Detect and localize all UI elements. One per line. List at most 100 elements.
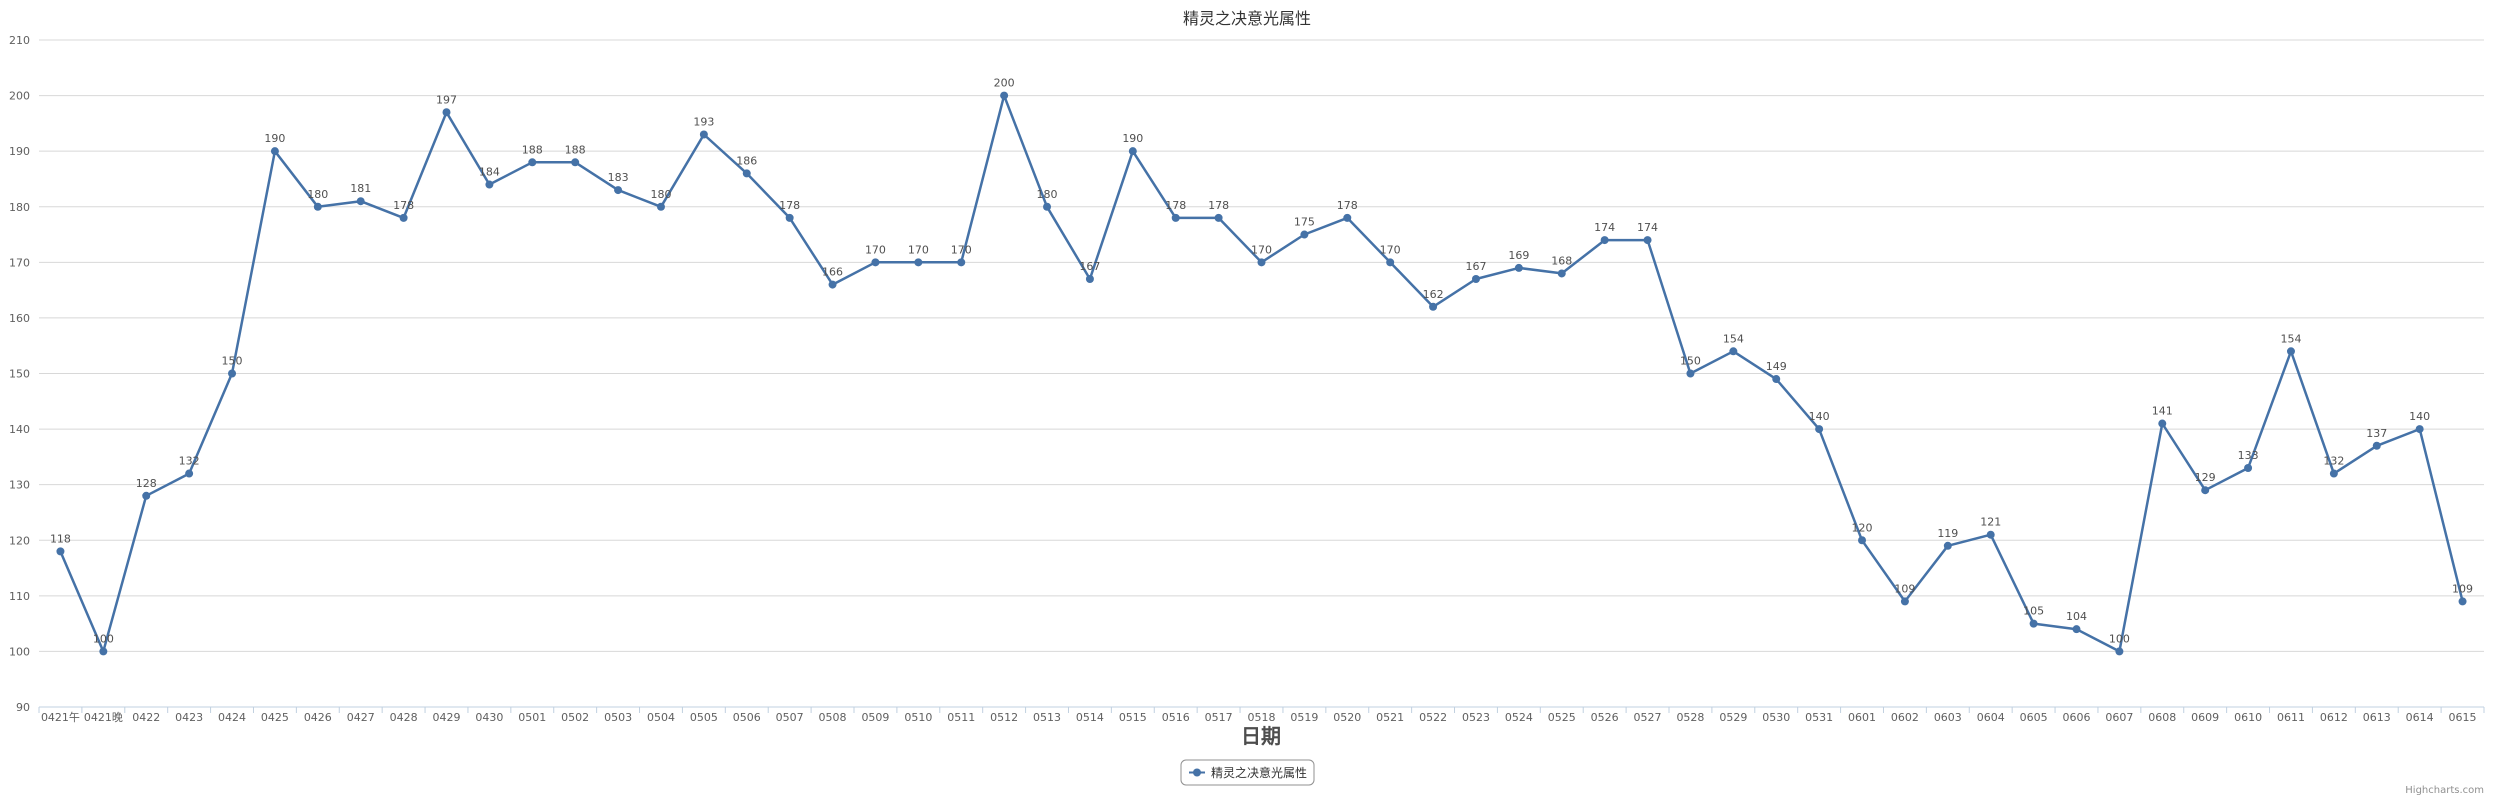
data-point[interactable] <box>871 258 880 267</box>
data-point[interactable] <box>2458 597 2467 606</box>
x-tick-label: 0421午 <box>41 711 80 724</box>
data-point[interactable] <box>228 369 237 378</box>
data-point[interactable] <box>2415 425 2424 434</box>
data-point[interactable] <box>699 130 708 139</box>
data-point[interactable] <box>1557 269 1566 278</box>
x-tick-label: 0602 <box>1891 711 1919 724</box>
data-label: 188 <box>522 143 543 156</box>
data-point[interactable] <box>1471 275 1480 284</box>
x-tick-label: 0513 <box>1033 711 1061 724</box>
data-label: 140 <box>1809 410 1830 423</box>
data-label: 197 <box>436 93 457 106</box>
data-label: 104 <box>2066 610 2087 623</box>
data-label: 128 <box>136 477 157 490</box>
data-label: 109 <box>1894 582 1915 595</box>
data-label: 132 <box>179 455 200 468</box>
data-point[interactable] <box>614 186 623 195</box>
data-label: 178 <box>1165 199 1186 212</box>
data-label: 167 <box>1079 260 1100 273</box>
data-point[interactable] <box>1386 258 1395 267</box>
data-point[interactable] <box>1429 302 1438 311</box>
credit-text[interactable]: Highcharts.com <box>2405 785 2484 796</box>
data-point[interactable] <box>2372 441 2381 450</box>
data-point[interactable] <box>1085 275 1094 284</box>
data-point[interactable] <box>442 108 451 117</box>
data-point[interactable] <box>571 158 580 167</box>
data-point[interactable] <box>528 158 537 167</box>
data-point[interactable] <box>2072 625 2081 634</box>
data-point[interactable] <box>1128 147 1137 156</box>
data-point[interactable] <box>2244 463 2253 472</box>
data-label: 181 <box>350 182 371 195</box>
data-point[interactable] <box>742 169 751 178</box>
data-point[interactable] <box>1772 375 1781 384</box>
data-point[interactable] <box>1300 230 1309 239</box>
x-tick-label: 0429 <box>433 711 461 724</box>
x-tick-label: 0520 <box>1333 711 1361 724</box>
y-tick-label: 100 <box>9 645 30 658</box>
series-layer[interactable] <box>56 91 2467 656</box>
data-point[interactable] <box>1729 347 1738 356</box>
data-point[interactable] <box>1343 213 1352 222</box>
data-point[interactable] <box>99 647 108 656</box>
data-point[interactable] <box>1858 536 1867 545</box>
data-point[interactable] <box>2158 419 2167 428</box>
data-point[interactable] <box>1900 597 1909 606</box>
data-point[interactable] <box>1043 202 1052 211</box>
data-label: 133 <box>2238 449 2259 462</box>
legend-label: 精灵之决意光属性 <box>1211 765 1307 780</box>
data-label: 178 <box>393 199 414 212</box>
y-tick-label: 210 <box>9 34 30 47</box>
data-point[interactable] <box>485 180 494 189</box>
x-tick-label: 0526 <box>1591 711 1619 724</box>
data-point[interactable] <box>399 213 408 222</box>
x-tick-label: 0521 <box>1376 711 1404 724</box>
x-tick-label: 0609 <box>2191 711 2219 724</box>
data-point[interactable] <box>1214 213 1223 222</box>
data-label: 190 <box>1122 132 1143 145</box>
x-tick-label: 0504 <box>647 711 675 724</box>
data-point[interactable] <box>2115 647 2124 656</box>
data-label: 137 <box>2366 427 2387 440</box>
data-point[interactable] <box>1986 530 1995 539</box>
data-label: 121 <box>1980 516 2001 529</box>
data-point[interactable] <box>2029 619 2038 628</box>
y-tick-label: 190 <box>9 145 30 158</box>
data-point[interactable] <box>914 258 923 267</box>
data-point[interactable] <box>356 197 365 206</box>
data-label: 109 <box>2452 582 2473 595</box>
data-point[interactable] <box>957 258 966 267</box>
data-point[interactable] <box>56 547 65 556</box>
x-tick-label: 0524 <box>1505 711 1533 724</box>
data-point[interactable] <box>2201 486 2210 495</box>
data-point[interactable] <box>1686 369 1695 378</box>
data-label: 132 <box>2323 455 2344 468</box>
data-point[interactable] <box>185 469 194 478</box>
data-point[interactable] <box>785 213 794 222</box>
data-label: 188 <box>565 143 586 156</box>
data-point[interactable] <box>1815 425 1824 434</box>
data-point[interactable] <box>1257 258 1266 267</box>
x-tick-label: 0605 <box>2020 711 2048 724</box>
data-label: 118 <box>50 532 71 545</box>
data-point[interactable] <box>1000 91 1009 100</box>
legend-marker-icon <box>1193 768 1201 777</box>
x-tick-label: 0528 <box>1676 711 1704 724</box>
data-point[interactable] <box>1643 236 1652 245</box>
data-point[interactable] <box>142 491 151 500</box>
legend[interactable]: 精灵之决意光属性 <box>1180 759 1315 786</box>
data-point[interactable] <box>828 280 837 289</box>
data-point[interactable] <box>1514 263 1523 272</box>
data-point[interactable] <box>313 202 322 211</box>
data-point[interactable] <box>2286 347 2295 356</box>
data-point[interactable] <box>1171 213 1180 222</box>
data-point[interactable] <box>270 147 279 156</box>
y-tick-label: 160 <box>9 312 30 325</box>
data-point[interactable] <box>1600 236 1609 245</box>
data-label: 166 <box>822 266 843 279</box>
x-tick-label: 0421晚 <box>84 711 123 724</box>
data-point[interactable] <box>656 202 665 211</box>
data-point[interactable] <box>2329 469 2338 478</box>
data-label: 184 <box>479 166 500 179</box>
data-point[interactable] <box>1943 541 1952 550</box>
